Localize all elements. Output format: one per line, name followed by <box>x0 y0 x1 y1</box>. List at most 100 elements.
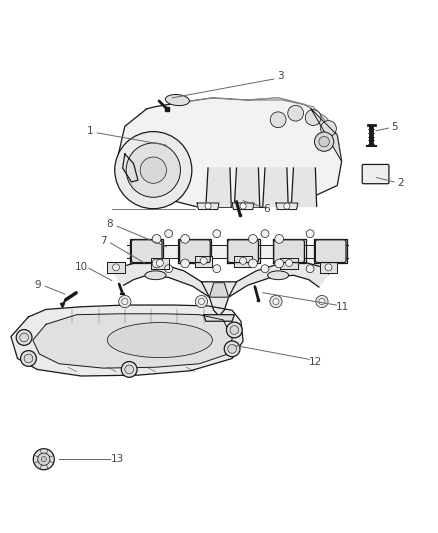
FancyBboxPatch shape <box>131 240 162 263</box>
Text: 1: 1 <box>86 126 93 136</box>
Circle shape <box>321 120 336 136</box>
Polygon shape <box>118 98 342 207</box>
Polygon shape <box>234 168 260 206</box>
Circle shape <box>38 453 50 465</box>
Circle shape <box>115 132 192 209</box>
Circle shape <box>273 298 279 304</box>
Polygon shape <box>151 258 169 269</box>
Circle shape <box>20 333 28 342</box>
FancyBboxPatch shape <box>228 240 258 263</box>
Circle shape <box>41 457 46 462</box>
Polygon shape <box>263 168 288 206</box>
Circle shape <box>152 259 161 268</box>
Text: 10: 10 <box>74 262 88 271</box>
Circle shape <box>156 260 163 266</box>
Text: 6: 6 <box>263 204 270 214</box>
FancyBboxPatch shape <box>362 165 389 184</box>
Circle shape <box>270 295 282 308</box>
Circle shape <box>249 259 257 268</box>
Circle shape <box>319 298 325 304</box>
Circle shape <box>180 259 189 268</box>
Polygon shape <box>179 239 211 263</box>
Circle shape <box>226 322 242 338</box>
Circle shape <box>306 265 314 273</box>
Circle shape <box>316 295 328 308</box>
Circle shape <box>306 230 314 238</box>
Text: 5: 5 <box>391 122 398 132</box>
Polygon shape <box>195 255 212 266</box>
Circle shape <box>230 326 239 334</box>
Circle shape <box>213 230 221 238</box>
Polygon shape <box>107 262 125 273</box>
Ellipse shape <box>166 94 189 106</box>
Circle shape <box>165 265 173 273</box>
Polygon shape <box>314 239 347 263</box>
Text: 13: 13 <box>111 454 124 464</box>
Polygon shape <box>114 262 209 297</box>
Circle shape <box>240 203 246 209</box>
Polygon shape <box>11 305 243 376</box>
Polygon shape <box>227 239 259 263</box>
Polygon shape <box>276 203 298 209</box>
Circle shape <box>16 329 32 345</box>
Circle shape <box>180 235 189 243</box>
Circle shape <box>122 298 128 304</box>
Circle shape <box>33 449 54 470</box>
Circle shape <box>288 106 304 121</box>
Ellipse shape <box>268 271 289 280</box>
Ellipse shape <box>107 322 212 358</box>
Text: 7: 7 <box>99 236 106 246</box>
Text: 12: 12 <box>309 357 322 367</box>
Circle shape <box>140 157 166 183</box>
Circle shape <box>305 110 321 125</box>
Circle shape <box>275 235 284 243</box>
Polygon shape <box>229 262 328 297</box>
Circle shape <box>275 259 284 268</box>
Circle shape <box>261 265 269 273</box>
Circle shape <box>121 361 137 377</box>
Text: 8: 8 <box>106 219 113 229</box>
Polygon shape <box>33 314 232 368</box>
Polygon shape <box>197 203 219 209</box>
Circle shape <box>249 235 257 243</box>
Circle shape <box>224 341 240 357</box>
FancyBboxPatch shape <box>315 240 346 263</box>
Polygon shape <box>272 239 305 263</box>
Circle shape <box>195 295 208 308</box>
Circle shape <box>125 365 134 374</box>
Circle shape <box>126 143 180 197</box>
Text: 11: 11 <box>336 302 349 312</box>
Polygon shape <box>131 239 163 263</box>
Circle shape <box>228 344 237 353</box>
Circle shape <box>314 132 334 151</box>
Polygon shape <box>311 109 342 161</box>
Circle shape <box>165 230 173 238</box>
Polygon shape <box>234 255 252 266</box>
Circle shape <box>119 295 131 308</box>
Text: 9: 9 <box>35 280 42 290</box>
Circle shape <box>286 260 293 266</box>
Circle shape <box>270 112 286 128</box>
Circle shape <box>198 298 205 304</box>
Polygon shape <box>127 245 348 258</box>
Circle shape <box>21 351 36 366</box>
Polygon shape <box>204 314 234 321</box>
Circle shape <box>284 203 290 209</box>
Text: 2: 2 <box>397 178 404 188</box>
Text: 3: 3 <box>277 71 284 81</box>
FancyBboxPatch shape <box>274 240 304 263</box>
Polygon shape <box>123 154 138 182</box>
Polygon shape <box>291 168 317 206</box>
Circle shape <box>113 264 120 271</box>
Polygon shape <box>280 258 298 269</box>
Circle shape <box>240 257 247 264</box>
Circle shape <box>24 354 33 363</box>
Circle shape <box>152 235 161 243</box>
Polygon shape <box>182 98 337 135</box>
FancyBboxPatch shape <box>180 240 210 263</box>
Polygon shape <box>209 282 229 297</box>
Polygon shape <box>320 262 337 273</box>
Polygon shape <box>206 168 231 206</box>
Circle shape <box>205 203 211 209</box>
Circle shape <box>200 257 207 264</box>
